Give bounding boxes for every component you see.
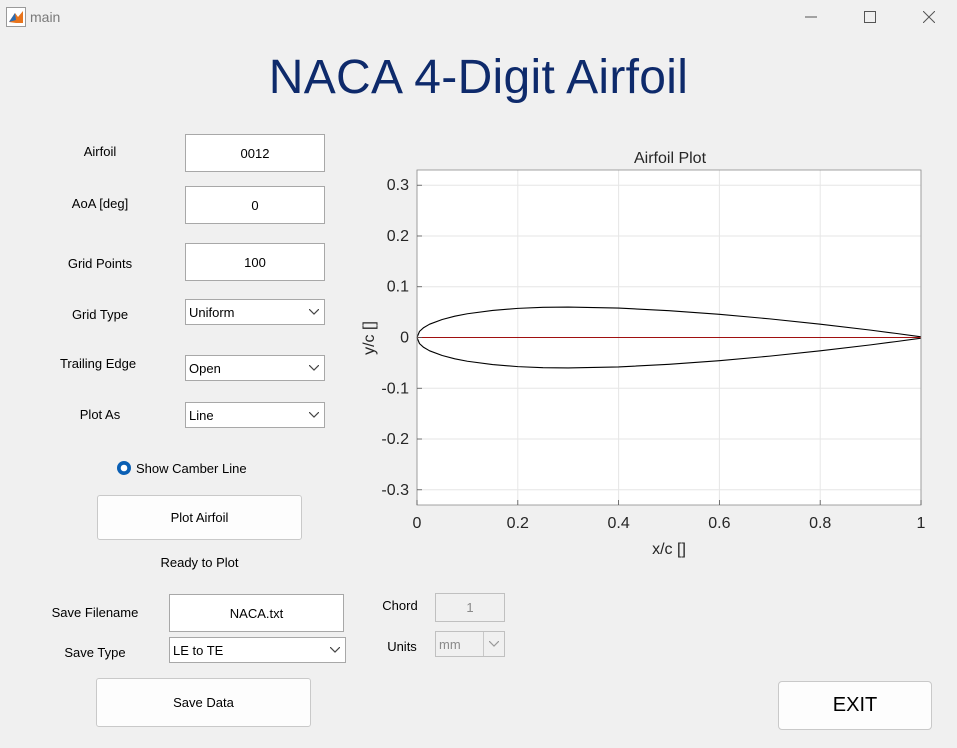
units-value: mm [439, 636, 461, 652]
window-title: main [30, 9, 61, 25]
y-tick-label: 0.3 [387, 177, 409, 194]
grid-type-value: Uniform [189, 304, 235, 320]
show-camber-label: Show Camber Line [136, 460, 247, 476]
window-title-bar: main [0, 0, 957, 34]
save-type-label: Save Type [64, 645, 126, 660]
x-tick-label: 0.8 [809, 515, 831, 532]
save-filename-label: Save Filename [51, 605, 139, 620]
page-title: NACA 4-Digit Airfoil [268, 51, 689, 104]
airfoil-label: Airfoil [83, 144, 117, 159]
show-camber-radio[interactable]: Show Camber Line [116, 460, 247, 476]
y-tick-label: 0.2 [387, 228, 409, 245]
chord-label: Chord [382, 598, 418, 613]
x-tick-label: 0 [413, 515, 422, 532]
trailing-edge-label: Trailing Edge [59, 356, 137, 371]
airfoil-input[interactable]: 0012 [185, 134, 325, 172]
chevron-down-icon [304, 365, 324, 371]
aoa-input[interactable]: 0 [185, 186, 325, 224]
y-tick-label: 0 [400, 330, 409, 347]
maximize-button[interactable] [847, 0, 893, 34]
chord-input[interactable]: 1 [435, 593, 505, 622]
save-type-dropdown[interactable]: LE to TE [169, 637, 346, 663]
plot-title: Airfoil Plot [634, 150, 707, 167]
x-tick-label: 0.6 [708, 515, 730, 532]
grid-type-label: Grid Type [71, 307, 129, 322]
close-icon [923, 11, 935, 23]
maximize-icon [864, 11, 876, 23]
minimize-icon [805, 16, 817, 18]
y-tick-label: 0.1 [387, 279, 409, 296]
x-tick-label: 0.2 [507, 515, 529, 532]
grid-type-dropdown[interactable]: Uniform [185, 299, 325, 325]
chevron-down-icon [304, 309, 324, 315]
save-filename-input[interactable]: NACA.txt [169, 594, 344, 632]
trailing-edge-value: Open [189, 360, 221, 376]
save-data-button[interactable]: Save Data [96, 678, 311, 727]
y-tick-label: -0.3 [381, 482, 409, 499]
units-label: Units [387, 639, 417, 654]
y-tick-label: -0.1 [381, 380, 409, 397]
plot-airfoil-button[interactable]: Plot Airfoil [97, 495, 302, 540]
airfoil-plot: Airfoil Plot 0 0.2 0.4 0.6 0.8 10.30.20.10-0.… [361, 150, 926, 558]
grid-points-label: Grid Points [67, 256, 133, 271]
trailing-edge-dropdown[interactable]: Open [185, 355, 325, 381]
x-tick-label: 0.4 [607, 515, 629, 532]
close-button[interactable] [906, 0, 952, 34]
units-dropdown[interactable]: mm [435, 631, 505, 657]
plot-as-label: Plot As [79, 407, 121, 422]
save-type-value: LE to TE [173, 642, 224, 658]
x-axis-label: x/c [] [652, 541, 686, 558]
chevron-down-icon [483, 632, 504, 656]
x-tick-label: 1 [917, 515, 926, 532]
status-text: Ready to Plot [160, 555, 239, 570]
plot-as-value: Line [189, 407, 214, 423]
y-axis-label: y/c [] [361, 321, 378, 355]
minimize-button[interactable] [788, 0, 834, 34]
y-tick-label: -0.2 [381, 431, 409, 448]
chevron-down-icon [325, 647, 345, 653]
aoa-label: AoA [deg] [71, 196, 129, 211]
chevron-down-icon [304, 412, 324, 418]
radio-selected-icon [117, 461, 131, 475]
matlab-icon [6, 7, 26, 27]
exit-button[interactable]: EXIT [778, 681, 932, 730]
plot-as-dropdown[interactable]: Line [185, 402, 325, 428]
grid-points-input[interactable]: 100 [185, 243, 325, 281]
